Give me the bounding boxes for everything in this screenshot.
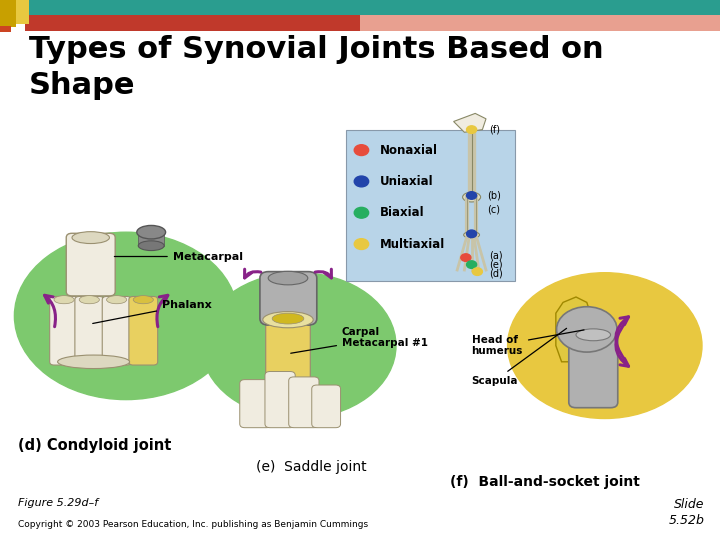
Circle shape xyxy=(472,268,482,275)
Text: Slide
5.52b: Slide 5.52b xyxy=(668,498,704,526)
Text: (f)  Ball-and-socket joint: (f) Ball-and-socket joint xyxy=(450,475,640,489)
Polygon shape xyxy=(556,297,590,362)
Text: Copyright © 2003 Pearson Education, Inc. publishing as Benjamin Cummings: Copyright © 2003 Pearson Education, Inc.… xyxy=(18,521,368,529)
Text: Head of
humerus: Head of humerus xyxy=(472,330,584,356)
FancyBboxPatch shape xyxy=(260,272,317,325)
Circle shape xyxy=(354,207,369,218)
Circle shape xyxy=(467,230,477,238)
Polygon shape xyxy=(454,113,486,132)
Circle shape xyxy=(467,261,477,268)
Circle shape xyxy=(467,192,477,199)
Circle shape xyxy=(557,307,617,352)
FancyBboxPatch shape xyxy=(66,233,115,296)
Text: Scapula: Scapula xyxy=(472,328,567,386)
Ellipse shape xyxy=(58,355,130,368)
Circle shape xyxy=(467,126,477,133)
FancyBboxPatch shape xyxy=(569,329,618,408)
Ellipse shape xyxy=(263,312,313,328)
Circle shape xyxy=(461,254,471,261)
Circle shape xyxy=(354,176,369,187)
Circle shape xyxy=(354,239,369,249)
Text: (d) Condyloid joint: (d) Condyloid joint xyxy=(18,438,171,453)
FancyBboxPatch shape xyxy=(346,130,515,281)
Ellipse shape xyxy=(464,232,480,238)
Text: Figure 5.29d–f: Figure 5.29d–f xyxy=(18,498,98,508)
FancyBboxPatch shape xyxy=(0,0,16,27)
Ellipse shape xyxy=(107,295,127,303)
FancyBboxPatch shape xyxy=(50,296,78,365)
Text: Metacarpal: Metacarpal xyxy=(114,252,243,261)
FancyBboxPatch shape xyxy=(138,231,164,246)
Text: (f): (f) xyxy=(490,125,500,134)
Text: (d): (d) xyxy=(490,268,503,278)
Text: (e)  Saddle joint: (e) Saddle joint xyxy=(256,460,366,474)
Text: (b): (b) xyxy=(487,191,501,200)
FancyBboxPatch shape xyxy=(0,0,720,21)
Text: (a): (a) xyxy=(490,251,503,261)
Circle shape xyxy=(14,232,238,400)
FancyBboxPatch shape xyxy=(265,372,295,428)
Text: Biaxial: Biaxial xyxy=(380,206,425,219)
FancyBboxPatch shape xyxy=(240,380,271,428)
FancyBboxPatch shape xyxy=(102,296,131,365)
Ellipse shape xyxy=(463,192,481,202)
FancyBboxPatch shape xyxy=(25,15,720,31)
Circle shape xyxy=(508,273,702,418)
Ellipse shape xyxy=(576,329,611,341)
Ellipse shape xyxy=(137,226,166,239)
FancyBboxPatch shape xyxy=(75,296,104,365)
Ellipse shape xyxy=(138,241,164,251)
Ellipse shape xyxy=(272,313,304,324)
Text: (c): (c) xyxy=(487,205,500,214)
Text: (e): (e) xyxy=(490,260,503,269)
FancyBboxPatch shape xyxy=(16,0,29,24)
Text: Types of Synovial Joints Based on: Types of Synovial Joints Based on xyxy=(29,35,603,64)
Ellipse shape xyxy=(54,295,74,303)
FancyBboxPatch shape xyxy=(129,296,158,365)
FancyBboxPatch shape xyxy=(312,385,341,428)
Ellipse shape xyxy=(79,295,99,303)
Text: Multiaxial: Multiaxial xyxy=(380,238,446,251)
Circle shape xyxy=(202,273,396,418)
Text: Uniaxial: Uniaxial xyxy=(380,175,433,188)
FancyBboxPatch shape xyxy=(0,26,11,32)
FancyBboxPatch shape xyxy=(289,377,319,428)
Text: Carpal
Metacarpal #1: Carpal Metacarpal #1 xyxy=(291,327,428,353)
Circle shape xyxy=(354,145,369,156)
Ellipse shape xyxy=(133,295,153,303)
Text: Phalanx: Phalanx xyxy=(93,300,212,323)
Ellipse shape xyxy=(268,271,308,285)
FancyBboxPatch shape xyxy=(360,15,720,31)
FancyBboxPatch shape xyxy=(266,314,310,383)
Text: Nonaxial: Nonaxial xyxy=(380,144,438,157)
Text: Shape: Shape xyxy=(29,71,135,100)
Ellipse shape xyxy=(72,232,109,244)
